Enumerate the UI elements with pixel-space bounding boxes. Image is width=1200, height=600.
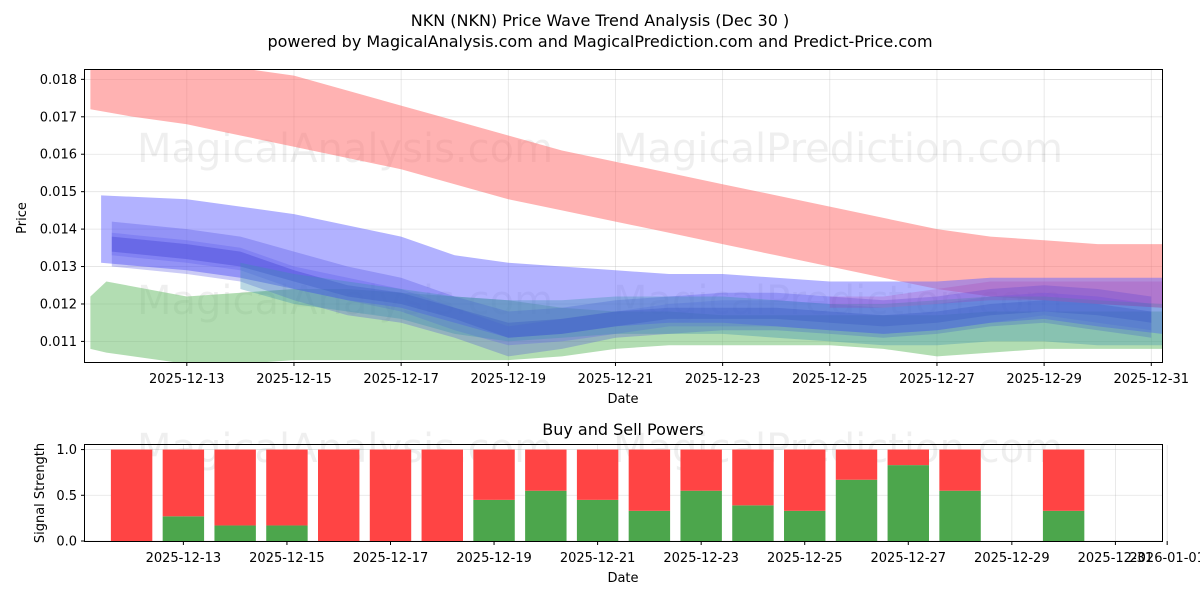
x-tick-label: 2025-12-17 bbox=[353, 551, 429, 566]
sell-bar bbox=[110, 449, 153, 541]
band-purple-wave bbox=[829, 281, 1162, 308]
sell-bar bbox=[473, 449, 515, 500]
x-tick-label: 2025-12-25 bbox=[792, 372, 868, 387]
sell-bar bbox=[680, 449, 722, 491]
y-tick-label: 0.5 bbox=[56, 489, 77, 504]
sell-bar bbox=[318, 449, 360, 541]
price-x-axis-label: Date bbox=[607, 392, 638, 407]
y-tick-label: 0.0 bbox=[56, 535, 77, 550]
buy-bar bbox=[887, 465, 929, 541]
x-tick-label: 2025-12-15 bbox=[256, 372, 332, 387]
sell-bar bbox=[266, 449, 308, 526]
x-tick-label: 2025-12-31 bbox=[1114, 372, 1190, 387]
band-mid-wave-1 bbox=[111, 221, 1152, 357]
y-tick-label: 0.012 bbox=[40, 297, 77, 312]
y-tick-label: 1.0 bbox=[56, 443, 77, 458]
x-tick-label: 2025-12-31 bbox=[1078, 551, 1154, 566]
sell-bar bbox=[1042, 449, 1085, 511]
buy-bar bbox=[784, 510, 826, 541]
x-tick-label: 2025-12-19 bbox=[456, 551, 532, 566]
buy-bar bbox=[628, 510, 671, 541]
buy-bar bbox=[732, 505, 774, 541]
sell-bar bbox=[887, 449, 929, 466]
sell-bar bbox=[162, 449, 205, 517]
x-tick-label: 2025-12-23 bbox=[685, 372, 761, 387]
buy-bar bbox=[266, 525, 308, 541]
x-tick-label: 2025-12-21 bbox=[560, 551, 636, 566]
x-tick-label: 2026-01-01 bbox=[1129, 551, 1200, 566]
x-tick-label: 2025-12-13 bbox=[149, 372, 225, 387]
watermark-text: MagicalPrediction.com bbox=[613, 126, 1063, 172]
x-tick-label: 2025-12-21 bbox=[578, 372, 654, 387]
x-tick-label: 2025-12-13 bbox=[146, 551, 222, 566]
sell-bar bbox=[835, 449, 878, 480]
price-y-ticks: 0.011 0.012 0.013 0.014 0.015 0.016 0.017 0.018 bbox=[40, 73, 85, 350]
buy-bar bbox=[1042, 510, 1085, 541]
signal-chart-title: Buy and Sell Powers bbox=[542, 420, 704, 439]
y-tick-label: 0.013 bbox=[40, 260, 77, 275]
x-tick-label: 2025-12-27 bbox=[899, 372, 975, 387]
price-y-axis-label: Price bbox=[15, 202, 30, 234]
band-teal-wave bbox=[240, 262, 1162, 346]
x-tick-label: 2025-12-29 bbox=[1006, 372, 1082, 387]
buy-bar bbox=[939, 490, 981, 541]
y-tick-label: 0.018 bbox=[40, 73, 77, 88]
x-tick-label: 2025-12-29 bbox=[974, 551, 1050, 566]
price-x-ticks: 2025-12-13 2025-12-15 2025-12-17 2025-12-19… bbox=[149, 362, 1189, 387]
price-bands bbox=[90, 70, 1162, 362]
sell-bar bbox=[939, 449, 981, 491]
signal-bars bbox=[110, 449, 1085, 541]
chart-subtitle: powered by MagicalAnalysis.com and Magic… bbox=[267, 32, 932, 51]
x-tick-label: 2025-12-17 bbox=[363, 372, 439, 387]
x-tick-label: 2025-12-25 bbox=[767, 551, 843, 566]
buy-bar bbox=[576, 499, 619, 541]
buy-bar bbox=[835, 479, 878, 541]
chart-title: NKN (NKN) Price Wave Trend Analysis (Dec… bbox=[411, 11, 790, 30]
price-plot-frame bbox=[84, 69, 1163, 363]
y-tick-label: 0.011 bbox=[40, 335, 77, 350]
buy-bar bbox=[680, 490, 722, 541]
sell-bar bbox=[784, 449, 826, 511]
x-tick-label: 2025-12-19 bbox=[471, 372, 547, 387]
buy-bar bbox=[214, 525, 256, 541]
band-upper-wave bbox=[90, 70, 1162, 308]
buy-bar bbox=[525, 490, 567, 541]
y-tick-label: 0.014 bbox=[40, 223, 77, 238]
band-mid-wave-3 bbox=[111, 236, 1152, 338]
y-tick-label: 0.016 bbox=[40, 148, 77, 163]
signal-y-ticks: 0.0 0.5 1.0 bbox=[56, 443, 85, 550]
signal-plot-frame bbox=[84, 444, 1163, 542]
sell-bar bbox=[576, 449, 619, 500]
y-tick-label: 0.015 bbox=[40, 185, 77, 200]
band-mid-wave-2 bbox=[111, 232, 1152, 346]
buy-bar bbox=[162, 516, 205, 541]
sell-bar bbox=[369, 449, 412, 541]
x-tick-label: 2025-12-15 bbox=[249, 551, 325, 566]
x-tick-label: 2025-12-23 bbox=[663, 551, 739, 566]
signal-x-ticks: 2025-12-13 2025-12-15 2025-12-17 2025-12-19… bbox=[146, 541, 1200, 566]
signal-y-axis-label: Signal Strength bbox=[33, 443, 48, 543]
y-tick-label: 0.017 bbox=[40, 110, 77, 125]
sell-bar bbox=[525, 449, 567, 491]
sell-bar bbox=[628, 449, 671, 511]
signal-x-axis-label: Date bbox=[607, 571, 638, 586]
band-mid-wave-outer bbox=[101, 195, 1162, 338]
sell-bar bbox=[732, 449, 774, 506]
x-tick-label: 2025-12-27 bbox=[871, 551, 947, 566]
buy-bar bbox=[473, 499, 515, 541]
sell-bar bbox=[214, 449, 256, 526]
sell-bar bbox=[421, 449, 463, 541]
